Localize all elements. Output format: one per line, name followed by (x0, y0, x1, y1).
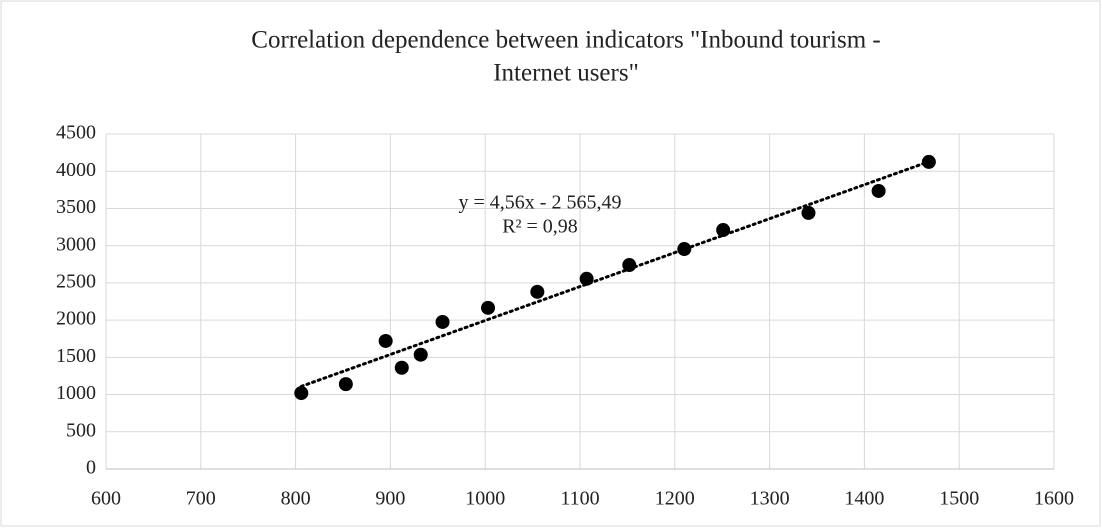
y-tick-label: 3000 (56, 233, 96, 255)
y-tick-label: 4500 (56, 122, 96, 144)
x-tick-label: 900 (375, 488, 405, 510)
point (413, 347, 428, 362)
x-tick-label: 800 (281, 488, 311, 510)
chart-title: Correlation dependence between indicator… (251, 27, 880, 54)
trendline-equation: y = 4,56x - 2 565,49 (459, 192, 622, 214)
x-tick-label: 700 (186, 488, 216, 510)
y-tick-label: 3500 (56, 196, 96, 218)
point (716, 223, 731, 238)
point (677, 242, 692, 257)
y-tick-label: 1500 (56, 345, 96, 367)
point (378, 333, 393, 348)
y-tick-label: 4000 (56, 159, 96, 181)
y-tick-label: 500 (66, 419, 96, 441)
y-tick-label: 2500 (56, 270, 96, 292)
y-tick-label: 1000 (56, 382, 96, 404)
point (921, 154, 936, 169)
point (338, 377, 353, 392)
point (871, 183, 886, 198)
x-tick-label: 1100 (560, 488, 599, 510)
point (579, 271, 594, 286)
point (294, 386, 309, 401)
x-tick-label: 1400 (844, 488, 884, 510)
y-tick-label: 0 (86, 457, 96, 479)
point (435, 314, 450, 329)
point (801, 205, 816, 220)
trendline-r2: R² = 0,98 (502, 216, 578, 238)
point (481, 300, 496, 315)
chart-title: Internet users" (493, 60, 639, 87)
trendline (299, 160, 931, 388)
x-tick-label: 1600 (1034, 488, 1074, 510)
x-tick-label: 1200 (655, 488, 695, 510)
x-tick-label: 1000 (465, 488, 505, 510)
point (394, 360, 409, 375)
x-tick-label: 1500 (939, 488, 979, 510)
y-tick-label: 2000 (56, 308, 96, 330)
point (622, 258, 637, 273)
point (530, 284, 545, 299)
x-tick-label: 1300 (750, 488, 790, 510)
x-tick-label: 600 (91, 488, 121, 510)
